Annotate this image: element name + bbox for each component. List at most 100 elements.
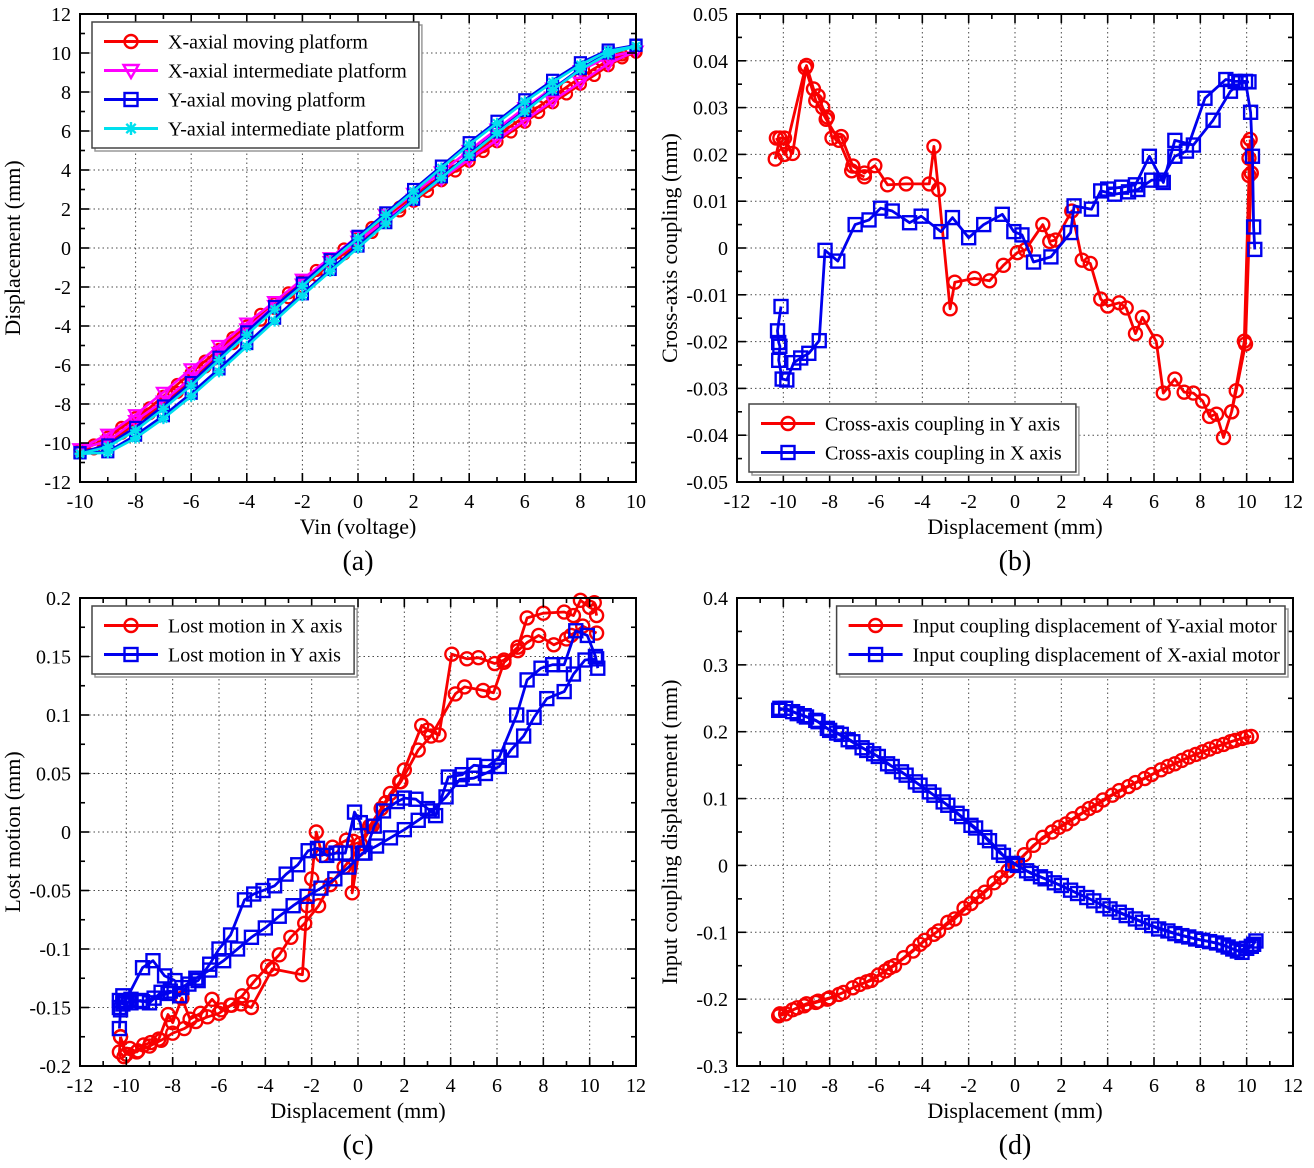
tick-labels: -10 -8 -6 -4 -2 0 2 4 6 8 10-12-10-8-6-4-202468101… — [44, 4, 646, 513]
square-marker — [840, 732, 856, 748]
square-marker — [1218, 71, 1234, 88]
circle-marker — [1228, 383, 1244, 399]
square-marker — [1245, 219, 1262, 235]
panel-a-chart: -10 -8 -6 -4 -2 0 2 4 6 8 10-12-10-8-6-4-202468101… — [0, 4, 646, 577]
square-marker — [1062, 224, 1079, 241]
square-marker — [1006, 223, 1022, 240]
svg-text:-0.05: -0.05 — [686, 472, 728, 494]
asterisk-marker — [102, 441, 114, 453]
circle-marker — [947, 274, 963, 290]
svg-text:2: 2 — [409, 491, 419, 513]
square-marker — [981, 833, 998, 849]
svg-text:-10: -10 — [770, 491, 797, 513]
square-marker — [1111, 904, 1127, 920]
circle-marker — [995, 257, 1012, 274]
circle-marker — [308, 824, 324, 840]
square-marker — [515, 728, 532, 744]
circle-marker — [780, 415, 796, 432]
tick-marks — [79, 13, 637, 483]
svg-text:-12: -12 — [724, 1075, 751, 1097]
circle-marker — [1215, 429, 1232, 446]
circle-marker — [1148, 333, 1165, 350]
circle-marker — [310, 898, 327, 914]
square-marker — [893, 764, 910, 780]
svg-text:-8: -8 — [821, 491, 838, 513]
square-marker — [796, 707, 812, 724]
square-marker — [1127, 911, 1144, 927]
circle-marker — [160, 1006, 176, 1023]
circle-marker — [879, 177, 896, 193]
circle-marker — [831, 132, 847, 149]
panel-d-chart: -12 -10 -8 -6 -4 -2 0 2 4 6 8 10 12 -0.3 -0.2 -0.1 0 0.1 0… — [657, 588, 1303, 1161]
square-marker — [146, 990, 162, 1006]
svg-text:12: 12 — [626, 1075, 646, 1097]
circle-marker — [1082, 255, 1098, 272]
svg-text:0.1: 0.1 — [703, 789, 728, 811]
square-marker — [811, 332, 827, 349]
circle-marker — [1143, 766, 1160, 783]
circle-marker — [940, 914, 956, 930]
legend-label: Lost motion in Y axis — [168, 645, 341, 667]
legend-box — [835, 605, 1286, 675]
square-marker — [167, 972, 183, 989]
circle-marker — [283, 929, 299, 945]
asterisk-marker — [185, 379, 197, 391]
circle-marker — [271, 947, 287, 963]
legend: Input coupling displacement of Y-axial m… — [835, 605, 1289, 678]
square-marker — [290, 857, 306, 873]
square-marker — [556, 657, 572, 673]
circle-marker — [565, 607, 582, 624]
square-marker — [1247, 241, 1263, 258]
circle-marker — [942, 301, 958, 317]
asterisk-marker — [519, 96, 531, 108]
circle-marker — [912, 936, 928, 953]
circle-marker — [1081, 800, 1097, 817]
svg-text:6: 6 — [492, 1075, 502, 1097]
svg-text:10: 10 — [1237, 1075, 1257, 1097]
square-marker — [1185, 137, 1202, 153]
circle-marker — [1155, 385, 1171, 401]
svg-text:0.2: 0.2 — [46, 588, 71, 610]
asterisk-marker — [241, 329, 253, 341]
square-marker — [1062, 882, 1079, 898]
circle-marker — [1095, 792, 1111, 808]
circle-marker — [297, 915, 313, 931]
circle-marker — [831, 986, 847, 1003]
svg-text:-8: -8 — [54, 394, 71, 416]
circle-marker — [926, 138, 942, 155]
square-marker — [544, 657, 561, 673]
triangle-down-marker — [121, 63, 141, 81]
circle-marker — [123, 617, 139, 634]
circle-marker — [423, 728, 439, 744]
square-marker — [995, 847, 1012, 864]
asterisk-marker — [324, 265, 336, 277]
svg-text:4: 4 — [464, 491, 474, 513]
circle-marker — [259, 958, 276, 975]
asterisk-marker — [463, 149, 475, 161]
square-marker — [944, 209, 961, 226]
circle-marker — [1025, 837, 1042, 854]
square-marker — [354, 845, 371, 861]
asterisk-marker — [296, 280, 308, 292]
svg-text:4: 4 — [61, 160, 71, 182]
square-marker — [577, 652, 593, 668]
square-marker — [509, 707, 525, 723]
asterisk-marker — [269, 303, 281, 315]
svg-text:-0.1: -0.1 — [696, 922, 728, 944]
panel-b-chart: -12 -10 -8 -6 -4 -2 0 2 4 6 8 10 12 -0.05 -0.04 -0.03 -0… — [657, 4, 1303, 577]
square-marker — [769, 323, 786, 339]
circle-marker — [776, 146, 793, 163]
square-marker — [991, 844, 1007, 860]
svg-text:-12: -12 — [44, 472, 71, 494]
tick-labels: -12 -10 -8 -6 -4 -2 0 2 4 6 8 10 12 -0.3 -0.2 -0.1 0 0.1 0… — [696, 588, 1303, 1097]
x-axis-label: Displacement (mm) — [927, 514, 1102, 539]
square-marker — [940, 797, 956, 813]
square-marker — [801, 345, 817, 361]
square-marker — [884, 203, 900, 219]
square-marker — [313, 880, 329, 896]
svg-text:2: 2 — [61, 199, 71, 221]
svg-text:-0.05: -0.05 — [29, 881, 71, 903]
square-marker — [1066, 198, 1082, 214]
circle-marker — [930, 181, 947, 198]
legend-label: Y-axial intermediate platform — [168, 119, 405, 141]
